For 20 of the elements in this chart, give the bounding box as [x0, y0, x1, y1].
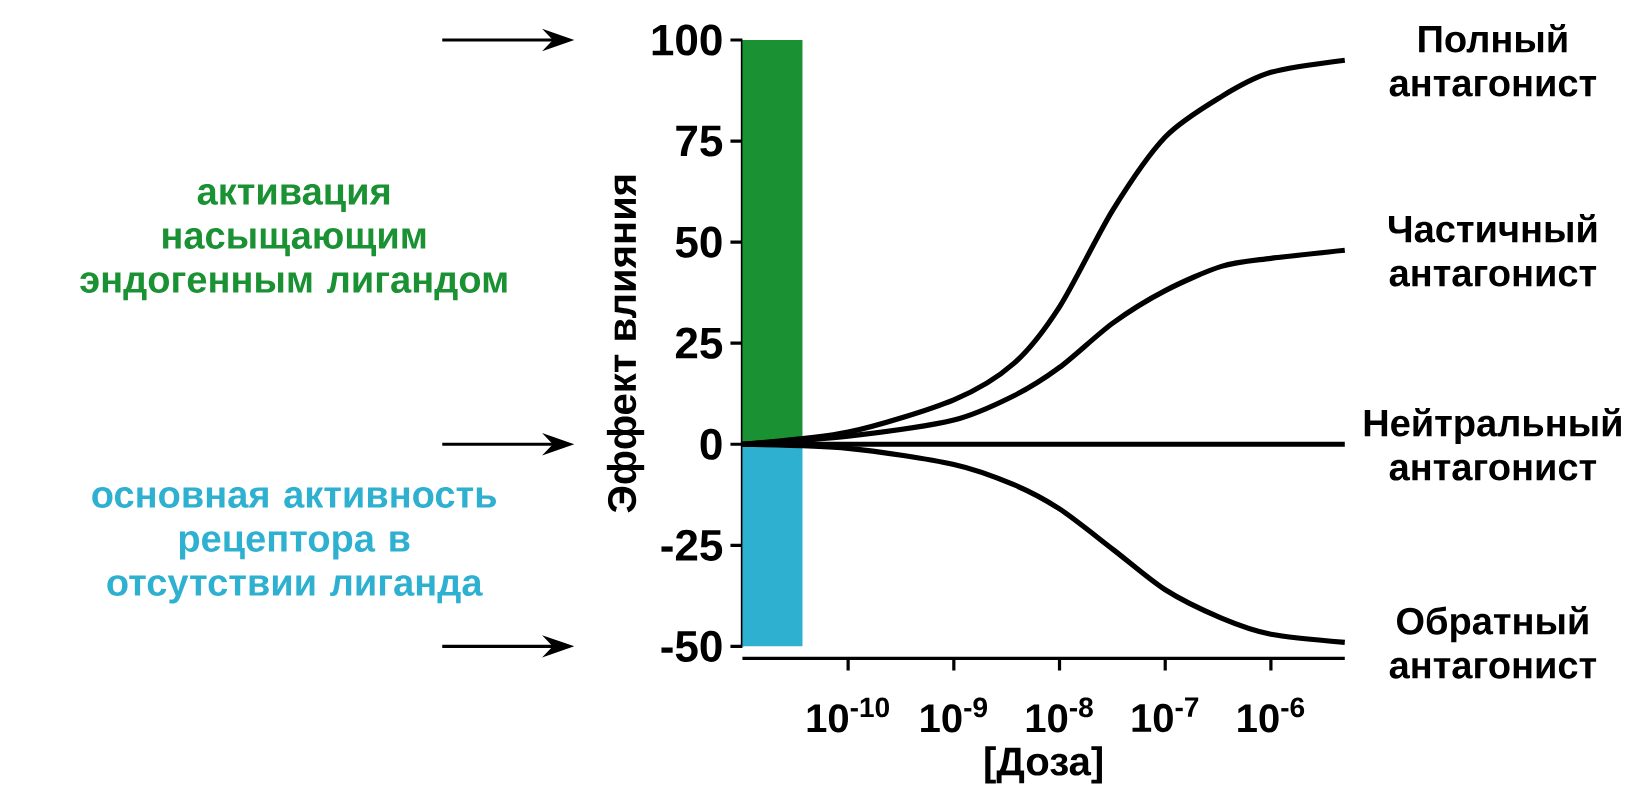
band-label: основная активность рецептора в отсутствии лиганда — [92, 486, 496, 604]
series-label: Нейтральный антагонист — [1364, 407, 1621, 481]
y-tick-label: 50 — [675, 226, 722, 258]
y-tick-label: 75 — [676, 125, 723, 157]
x-tick-label: 10$^{-6}$ — [1238, 697, 1305, 733]
y-axis-title: Эффект влияния — [606, 175, 645, 513]
y-tick-label: -25 — [661, 529, 723, 561]
y-tick-label: 25 — [675, 327, 723, 359]
x-axis-title: [Доза] — [985, 745, 1102, 784]
x-tick-label: 10$^{-8}$ — [1026, 697, 1093, 733]
series-label: Обратный антагонист — [1389, 605, 1597, 679]
x-tick-label: 10$^{-7}$ — [1132, 697, 1199, 732]
x-tick-label: 10$^{-9}$ — [921, 697, 988, 733]
y-tick-label: 0 — [700, 428, 722, 460]
y-tick-label: -50 — [661, 630, 722, 662]
series-label: Полный антагонист — [1389, 23, 1597, 97]
series-label: Частичный антагонист — [1388, 213, 1597, 287]
y-tick-label: 100 — [652, 24, 722, 56]
band-label: активация насыщающим эндогенным лигандом — [80, 183, 507, 300]
x-tick-label: 10$^{-10}$ — [807, 697, 889, 733]
